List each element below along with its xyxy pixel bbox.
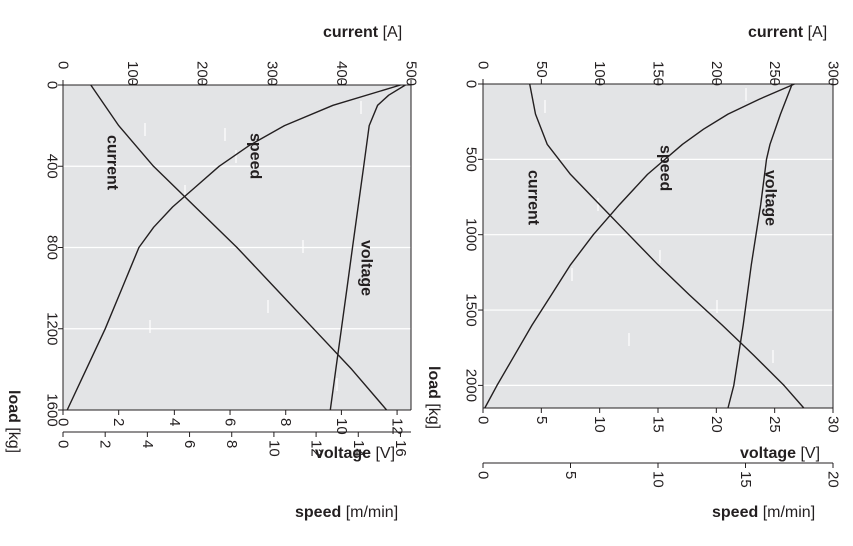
current-axis-title: current [A] <box>748 24 827 41</box>
load-tick-label: 2000 <box>463 369 480 402</box>
speed-tick-label: 5 <box>562 471 579 479</box>
current-axis-title-unit: [A] <box>803 24 827 41</box>
series-speed-line <box>484 83 795 409</box>
curve-label-voltage: voltage <box>762 170 779 226</box>
speed-tick-label: 12 <box>308 440 325 457</box>
speed-tick-label: 4 <box>139 440 156 448</box>
load-axis-title-main: load <box>6 390 23 423</box>
load-axis-title: load [kg] <box>426 366 443 429</box>
series-voltage-line <box>329 84 406 411</box>
current-axis-title-main: current <box>323 24 379 41</box>
series-current-line <box>90 84 388 411</box>
speed-tick-label: 15 <box>737 471 754 488</box>
speed-tick-label: 2 <box>97 440 114 448</box>
load-axis-title-unit: [kg] <box>426 399 443 429</box>
current-tick-label: 0 <box>55 61 72 69</box>
voltage-axis-title-main: voltage <box>740 445 796 462</box>
voltage-tick-label: 2 <box>110 418 127 426</box>
speed-axis-title: speed [m/min] <box>712 504 815 521</box>
curve-label-speed: speed <box>657 145 674 191</box>
load-tick-label: 500 <box>463 147 480 172</box>
voltage-axis-title-main: voltage <box>315 445 371 462</box>
voltage-tick-label: 30 <box>825 416 842 433</box>
speed-tick-label: 0 <box>55 440 72 448</box>
voltage-axis-title: voltage [V] <box>740 445 820 462</box>
voltage-tick-label: 4 <box>166 418 183 426</box>
speed-tick-label: 10 <box>650 471 667 488</box>
voltage-axis-title-unit: [V] <box>796 445 820 462</box>
load-axis-title-main: load <box>426 366 443 399</box>
load-axis-title-unit: [kg] <box>6 423 23 453</box>
voltage-tick-label: 25 <box>766 416 783 433</box>
speed-tick-label: 14 <box>350 440 367 457</box>
voltage-tick-label: 6 <box>222 418 239 426</box>
current-tick-label: 300 <box>825 61 842 86</box>
series-speed-line <box>66 84 401 411</box>
current-tick-label: 300 <box>263 61 280 86</box>
speed-tick-label: 10 <box>265 440 282 457</box>
current-axis-title: current [A] <box>323 24 402 41</box>
load-tick-label: 1500 <box>463 293 480 326</box>
current-tick-label: 100 <box>124 61 141 86</box>
current-tick-label: 50 <box>533 61 550 78</box>
voltage-tick-label: 0 <box>55 418 72 426</box>
voltage-tick-label: 8 <box>277 418 294 426</box>
plot-area <box>483 84 833 408</box>
voltage-tick-label: 10 <box>333 418 350 435</box>
speed-tick-label: 20 <box>825 471 842 488</box>
curve-label-voltage: voltage <box>358 240 375 296</box>
speed-axis-title-main: speed <box>712 504 758 521</box>
current-tick-label: 250 <box>766 61 783 86</box>
speed-tick-label: 16 <box>392 440 409 457</box>
speed-axis-title: speed [m/min] <box>295 504 398 521</box>
current-tick-label: 500 <box>403 61 420 86</box>
series-current-line <box>529 83 805 409</box>
voltage-tick-label: 20 <box>708 416 725 433</box>
load-tick-label: 800 <box>44 235 61 260</box>
load-tick-label: 1600 <box>44 393 61 426</box>
current-tick-label: 400 <box>333 61 350 86</box>
load-tick-label: 0 <box>44 81 61 89</box>
current-tick-label: 100 <box>591 61 608 86</box>
speed-tick-label: 8 <box>223 440 240 448</box>
current-tick-label: 150 <box>650 61 667 86</box>
current-tick-label: 200 <box>194 61 211 86</box>
speed-axis-title-unit: [m/min] <box>341 504 398 521</box>
load-tick-label: 400 <box>44 154 61 179</box>
voltage-tick-label: 12 <box>389 418 406 435</box>
series-voltage-line <box>727 83 793 409</box>
current-axis-title-main: current <box>748 24 804 41</box>
load-tick-label: 0 <box>463 80 480 88</box>
load-axis-title: load [kg] <box>6 390 23 453</box>
speed-tick-label: 6 <box>181 440 198 448</box>
voltage-tick-label: 10 <box>591 416 608 433</box>
curve-label-current: current <box>104 135 121 191</box>
curve-label-current: current <box>525 170 542 226</box>
voltage-tick-label: 5 <box>533 416 550 424</box>
voltage-axis-title: voltage [V] <box>315 445 395 462</box>
current-axis-title-unit: [A] <box>378 24 402 41</box>
voltage-tick-label: 15 <box>650 416 667 433</box>
load-tick-label: 1000 <box>463 218 480 251</box>
speed-axis-title-main: speed <box>295 504 341 521</box>
current-tick-label: 200 <box>708 61 725 86</box>
speed-tick-label: 0 <box>475 471 492 479</box>
load-tick-label: 1200 <box>44 312 61 345</box>
speed-axis-title-unit: [m/min] <box>758 504 815 521</box>
curve-label-speed: speed <box>247 133 264 179</box>
voltage-tick-label: 0 <box>475 416 492 424</box>
current-tick-label: 0 <box>475 61 492 69</box>
voltage-axis-title-unit: [V] <box>371 445 395 462</box>
